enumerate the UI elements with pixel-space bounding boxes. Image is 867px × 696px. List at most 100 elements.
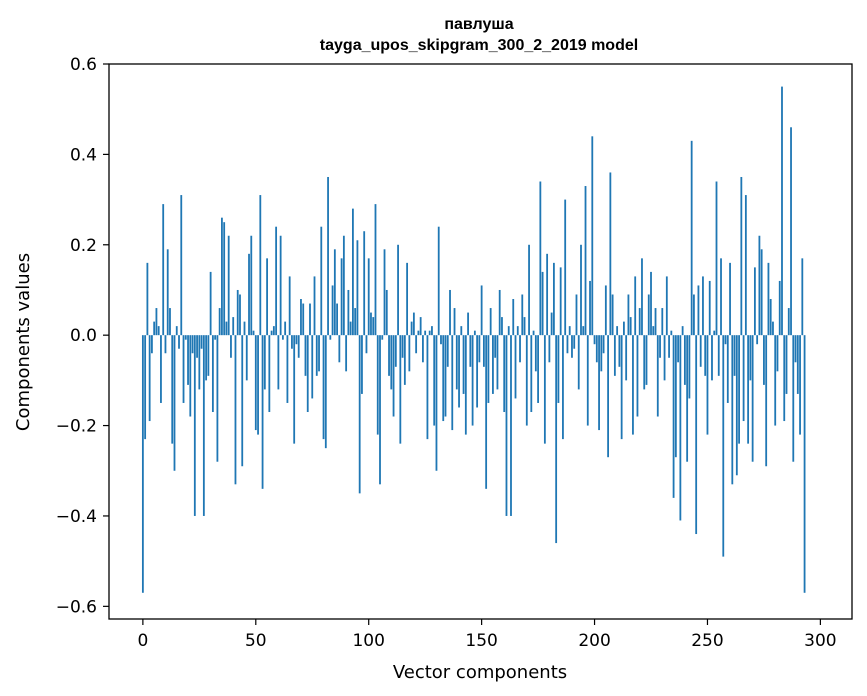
- bar-12: [169, 308, 171, 336]
- bar-112: [394, 335, 397, 367]
- plot-frame: [108, 63, 853, 620]
- bar-191: [573, 335, 576, 349]
- bar-259: [726, 335, 729, 403]
- bar-55: [266, 258, 268, 336]
- bar-148: [476, 335, 479, 408]
- bar-285: [785, 335, 788, 394]
- bar-227: [654, 308, 657, 336]
- bar-283: [781, 86, 783, 336]
- bar-185: [559, 267, 562, 336]
- bar-63: [284, 321, 287, 336]
- bar-229: [659, 335, 661, 358]
- bar-209: [613, 335, 616, 376]
- bar-154: [489, 308, 492, 336]
- bar-49: [252, 330, 255, 336]
- bar-52: [259, 195, 262, 336]
- bar-37: [225, 321, 228, 336]
- bar-175: [537, 335, 539, 403]
- bar-30: [209, 271, 212, 336]
- bar-8: [160, 335, 162, 403]
- bar-149: [478, 335, 481, 363]
- bar-257: [722, 335, 725, 557]
- bar-79: [320, 226, 323, 336]
- bar-150: [480, 285, 483, 336]
- bar-136: [449, 289, 451, 336]
- bar-39: [230, 335, 232, 358]
- bar-57: [270, 330, 273, 336]
- bar-158: [498, 289, 501, 336]
- bar-292: [801, 258, 804, 336]
- bar-206: [607, 335, 610, 458]
- bar-215: [627, 294, 630, 336]
- bar-138: [453, 308, 456, 336]
- bar-135: [446, 335, 449, 367]
- bar-7: [157, 326, 160, 336]
- bar-2: [146, 262, 149, 336]
- bar-32: [214, 335, 217, 340]
- y-axis-label: Components values: [13, 253, 34, 431]
- bar-143: [464, 335, 467, 435]
- bar-220: [638, 308, 641, 336]
- bar-272: [756, 335, 759, 345]
- bar-86: [336, 303, 338, 336]
- bar-1: [144, 335, 147, 440]
- bar-284: [783, 335, 786, 422]
- bar-44: [241, 335, 244, 467]
- bar-190: [571, 335, 573, 358]
- bar-203: [600, 335, 603, 372]
- bar-22: [191, 335, 194, 354]
- bar-266: [742, 335, 745, 422]
- bar-165: [514, 335, 517, 399]
- bar-170: [525, 335, 528, 426]
- bar-184: [557, 335, 560, 403]
- bar-235: [672, 335, 675, 498]
- bar-270: [751, 335, 754, 462]
- bar-176: [539, 181, 542, 336]
- bar-217: [632, 335, 634, 435]
- bar-62: [281, 335, 284, 340]
- bar-64: [286, 335, 289, 403]
- bar-173: [532, 330, 535, 336]
- bar-101: [370, 312, 372, 336]
- bar-161: [505, 335, 508, 516]
- bar-114: [399, 335, 402, 444]
- bar-102: [372, 317, 375, 336]
- bar-146: [471, 335, 474, 426]
- bar-126: [426, 335, 429, 440]
- bar-218: [634, 276, 637, 336]
- bar-211: [618, 335, 621, 367]
- bar-233: [668, 335, 670, 358]
- bar-281: [776, 335, 779, 372]
- bar-103: [374, 204, 377, 336]
- chart-subtitle: tayga_upos_skipgram_300_2_2019 model: [320, 37, 638, 54]
- bar-123: [419, 317, 422, 336]
- bar-256: [720, 258, 722, 336]
- bar-124: [422, 335, 424, 363]
- bar-247: [699, 335, 702, 367]
- bar-93: [351, 208, 354, 336]
- bar-275: [763, 335, 765, 385]
- bar-120: [412, 312, 415, 336]
- bar-48: [250, 235, 253, 336]
- bar-194: [580, 244, 582, 336]
- bar-series: [141, 86, 806, 593]
- bar-107: [383, 249, 386, 336]
- bar-228: [656, 335, 659, 417]
- bar-59: [275, 226, 278, 336]
- x-tick-label: 100: [352, 631, 384, 651]
- bar-21: [189, 335, 192, 417]
- bar-113: [397, 244, 399, 336]
- y-tick-label: 0.0: [70, 326, 97, 346]
- bar-261: [731, 335, 734, 485]
- x-tick-label: 300: [804, 631, 836, 651]
- bar-99: [365, 335, 368, 354]
- bar-242: [688, 335, 691, 399]
- bar-4: [151, 335, 153, 354]
- bar-97: [361, 335, 363, 394]
- bar-156: [494, 335, 497, 358]
- bar-204: [602, 335, 605, 354]
- bar-118: [408, 335, 411, 372]
- bar-249: [704, 335, 707, 376]
- bar-260: [729, 262, 731, 336]
- bar-110: [390, 335, 393, 390]
